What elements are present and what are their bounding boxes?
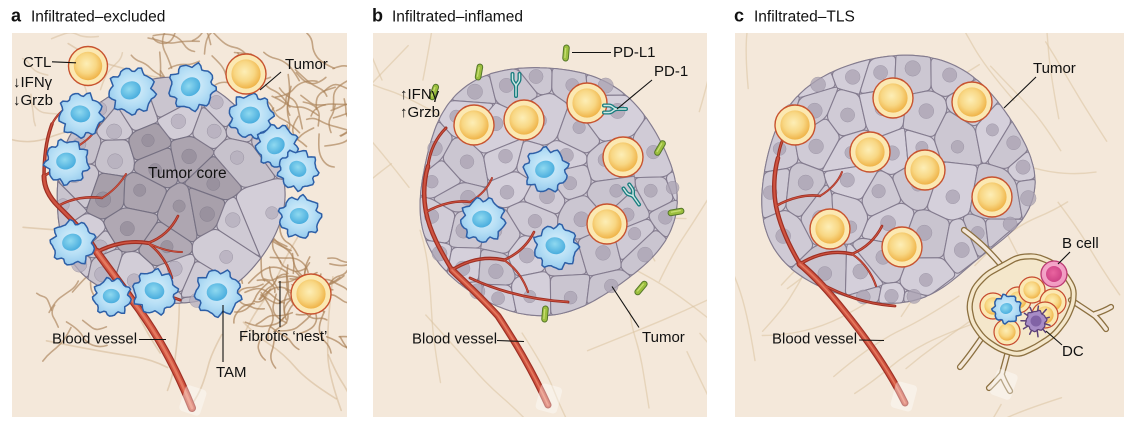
svg-text:PD-L1: PD-L1 — [613, 44, 656, 61]
svg-text:CTL: CTL — [23, 54, 51, 71]
svg-text:Tumor: Tumor — [285, 56, 328, 73]
svg-text:TAM: TAM — [216, 364, 247, 381]
svg-text:Infiltrated–inflamed: Infiltrated–inflamed — [392, 9, 523, 26]
svg-text:PD-1: PD-1 — [654, 63, 688, 80]
svg-text:Infiltrated–excluded: Infiltrated–excluded — [31, 9, 165, 26]
svg-text:c: c — [734, 6, 744, 26]
svg-text:Blood vessel: Blood vessel — [772, 331, 857, 348]
svg-text:Tumor: Tumor — [642, 329, 685, 346]
svg-text:Blood vessel: Blood vessel — [52, 331, 137, 348]
svg-text:DC: DC — [1062, 343, 1084, 360]
svg-text:↑Grzb: ↑Grzb — [400, 104, 440, 121]
svg-text:b: b — [372, 6, 383, 26]
svg-text:B cell: B cell — [1062, 235, 1099, 252]
svg-text:↓IFNγ: ↓IFNγ — [13, 74, 53, 91]
svg-text:Infiltrated–TLS: Infiltrated–TLS — [754, 9, 855, 26]
svg-text:Tumor: Tumor — [1033, 60, 1076, 77]
svg-text:Tumor core: Tumor core — [148, 165, 227, 182]
svg-text:Blood vessel: Blood vessel — [412, 331, 497, 348]
svg-text:↓Grzb: ↓Grzb — [13, 92, 53, 109]
svg-text:Fibrotic ‘nest’: Fibrotic ‘nest’ — [239, 328, 327, 345]
svg-text:a: a — [11, 6, 22, 26]
svg-text:↑IFNγ: ↑IFNγ — [400, 86, 440, 103]
